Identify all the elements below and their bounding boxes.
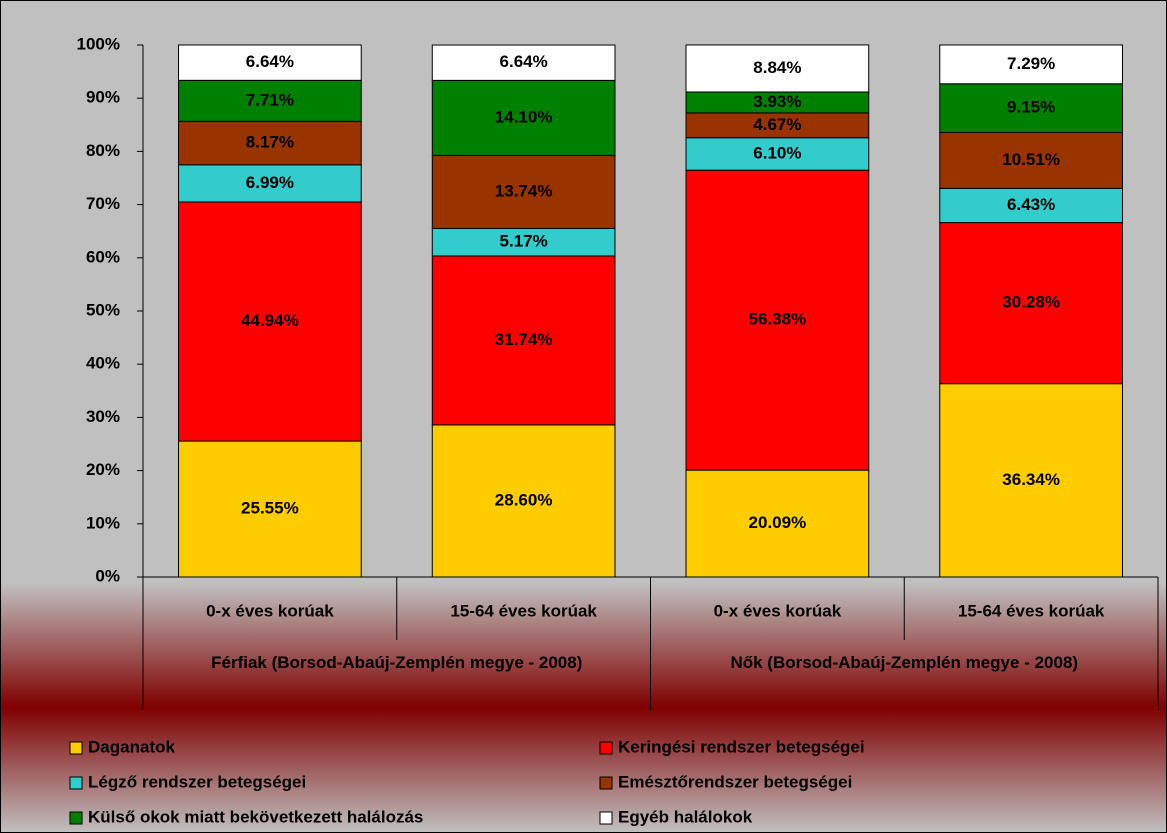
y-tick-label: 10% — [86, 513, 120, 532]
bar-segment — [685, 137, 870, 171]
y-tick-label: 40% — [86, 354, 120, 373]
bar-segment — [431, 79, 616, 156]
y-tick-label: 20% — [86, 460, 120, 479]
value-label: 36.34% — [1002, 470, 1060, 489]
value-label: 30.28% — [1002, 293, 1060, 312]
legend-swatch — [599, 811, 613, 825]
bar-segment — [939, 44, 1123, 85]
y-tick-label: 0% — [95, 566, 120, 585]
value-label: 13.74% — [495, 181, 553, 200]
legend-swatch — [69, 776, 83, 790]
value-label: 6.99% — [246, 173, 294, 192]
bar-segment — [178, 120, 362, 166]
value-label: 9.15% — [1007, 98, 1055, 117]
x-tick-label: 15-64 éves korúak — [958, 601, 1105, 620]
bar-segment — [939, 83, 1123, 133]
legend-swatch — [69, 811, 83, 825]
legend-label: Légző rendszer betegségei — [88, 772, 306, 791]
y-tick-label: 30% — [86, 407, 120, 426]
legend-label: Emésztőrendszer betegségei — [618, 772, 852, 791]
x-tick-label: 0-x éves korúak — [206, 601, 334, 620]
value-label: 4.67% — [753, 115, 801, 134]
x-tick-label: 0-x éves korúak — [714, 601, 842, 620]
value-label: 56.38% — [749, 310, 807, 329]
bar-segment — [939, 187, 1123, 224]
bar-segment — [685, 169, 870, 471]
value-label: 5.17% — [500, 232, 548, 251]
group-label: Nők (Borsod-Abaúj-Zemplén megye - 2008) — [730, 653, 1079, 672]
value-label: 7.71% — [246, 90, 294, 109]
group-label: Férfiak (Borsod-Abaúj-Zemplén megye - 20… — [211, 653, 583, 672]
bar-segment — [431, 227, 616, 257]
value-label: 10.51% — [1002, 150, 1060, 169]
value-label: 8.17% — [246, 133, 294, 152]
y-tick-label: 100% — [77, 34, 120, 53]
bar-segment — [178, 201, 362, 442]
value-label: 20.09% — [749, 513, 807, 532]
value-label: 6.10% — [753, 143, 801, 162]
legend-swatch — [599, 741, 613, 755]
value-label: 31.74% — [495, 330, 553, 349]
legend-label: Külső okok miatt bekövetkezett halálozás — [88, 807, 423, 826]
value-label: 6.43% — [1007, 195, 1055, 214]
bar-segment — [431, 44, 616, 81]
legend-label: Egyéb halálokok — [618, 807, 753, 826]
bar-segment — [431, 424, 616, 578]
bar-segment — [178, 79, 362, 122]
value-label: 25.55% — [241, 499, 299, 518]
legend-label: Keringési rendszer betegségei — [618, 737, 865, 756]
y-tick-label: 60% — [86, 247, 120, 266]
y-tick-label: 50% — [86, 300, 120, 319]
value-label: 7.29% — [1007, 54, 1055, 73]
bar-segment — [685, 44, 870, 93]
legend-swatch — [69, 741, 83, 755]
bar-segment — [939, 131, 1123, 189]
legend-swatch — [599, 776, 613, 790]
y-tick-label: 80% — [86, 141, 120, 160]
y-tick-label: 70% — [86, 194, 120, 213]
value-label: 14.10% — [495, 107, 553, 126]
bar-segment — [431, 154, 616, 229]
value-label: 6.64% — [246, 52, 294, 71]
y-tick-label: 90% — [86, 88, 120, 107]
bar-segment — [178, 440, 362, 578]
x-tick-label: 15-64 éves korúak — [450, 601, 597, 620]
bar-segment — [939, 383, 1123, 578]
bar-segment — [685, 112, 870, 139]
value-label: 3.93% — [753, 92, 801, 111]
bar-segment — [431, 255, 616, 426]
bar-segment — [178, 44, 362, 81]
value-label: 28.60% — [495, 490, 553, 509]
value-label: 6.64% — [500, 52, 548, 71]
legend-label: Daganatok — [88, 737, 175, 756]
bar-segment — [178, 164, 362, 203]
value-label: 8.84% — [753, 58, 801, 77]
value-label: 44.94% — [241, 311, 299, 330]
